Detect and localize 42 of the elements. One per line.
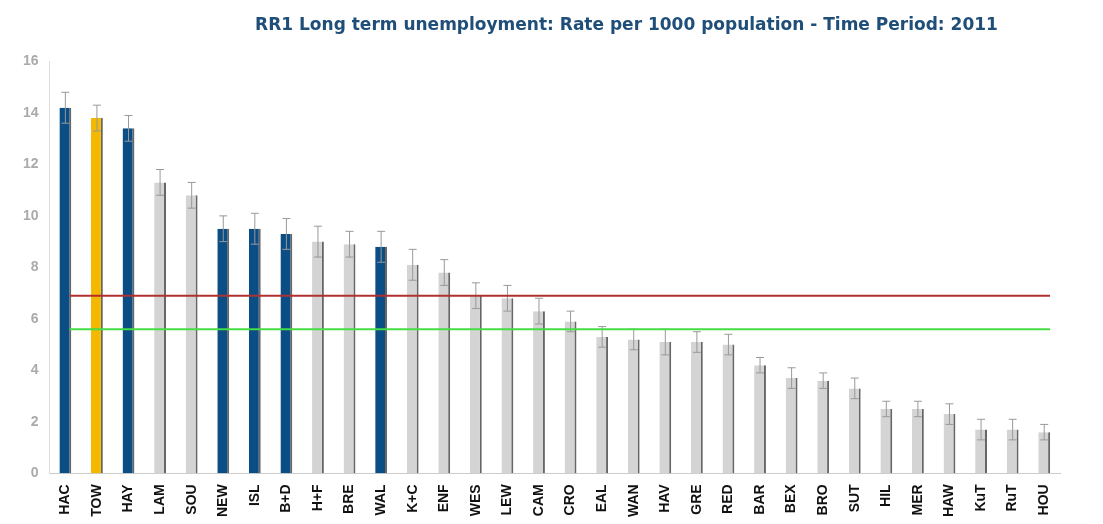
x-tick-label: ISL bbox=[245, 483, 262, 507]
x-tick-label: LAM bbox=[150, 484, 167, 515]
x-tick-label: HAW bbox=[940, 483, 957, 518]
x-tick-label: WAL bbox=[371, 483, 388, 516]
x-tick-label: WAN bbox=[624, 484, 641, 518]
x-tick-label: B+D bbox=[277, 484, 294, 513]
x-tick-label: H+F bbox=[308, 483, 325, 512]
y-tick-label: 10 bbox=[22, 206, 39, 223]
x-tick-label: RED bbox=[719, 484, 736, 514]
x-tick-label: HAC bbox=[56, 484, 73, 515]
x-tick-label: NEW bbox=[214, 483, 231, 518]
y-tick-label: 16 bbox=[22, 52, 39, 69]
x-tick-label: SUT bbox=[845, 483, 862, 513]
x-tick-label: HIL bbox=[877, 483, 894, 507]
x-tick-label: HOU bbox=[1035, 484, 1052, 516]
x-tick-label: BEX bbox=[782, 483, 799, 514]
x-tick-label: BRO bbox=[814, 484, 831, 516]
y-tick-label: 0 bbox=[30, 464, 39, 481]
y-tick-label: 6 bbox=[30, 309, 39, 326]
x-tick-label: HAY bbox=[119, 483, 136, 513]
x-tick-label: KuT bbox=[971, 483, 988, 512]
x-tick-label: K+C bbox=[403, 484, 420, 513]
x-tick-label: BRE bbox=[340, 484, 357, 514]
y-tick-label: 4 bbox=[30, 361, 39, 378]
x-tick-label: TOW bbox=[87, 483, 104, 517]
x-tick-label: WES bbox=[466, 484, 483, 517]
y-tick-label: 2 bbox=[30, 412, 39, 429]
x-tick-label: RuT bbox=[1003, 483, 1020, 512]
x-tick-label: HAV bbox=[656, 483, 673, 513]
x-tick-label: CRO bbox=[561, 484, 578, 516]
chart-title: RR1 Long term unemployment: Rate per 1000 population - Time Period: 2011 bbox=[254, 14, 999, 34]
y-tick-label: 8 bbox=[30, 258, 39, 275]
x-tick-label: GRE bbox=[687, 484, 704, 515]
x-tick-label: MER bbox=[908, 484, 925, 516]
x-tick-label: LEW bbox=[498, 483, 515, 516]
y-tick-label: 12 bbox=[22, 155, 39, 172]
x-tick-label: SOU bbox=[182, 484, 199, 515]
x-tick-label: BAR bbox=[750, 484, 767, 515]
x-tick-label: CAM bbox=[529, 484, 546, 517]
x-tick-label: ENF bbox=[435, 483, 452, 513]
y-tick-label: 14 bbox=[22, 103, 39, 120]
x-tick-label: EAL bbox=[593, 483, 610, 513]
